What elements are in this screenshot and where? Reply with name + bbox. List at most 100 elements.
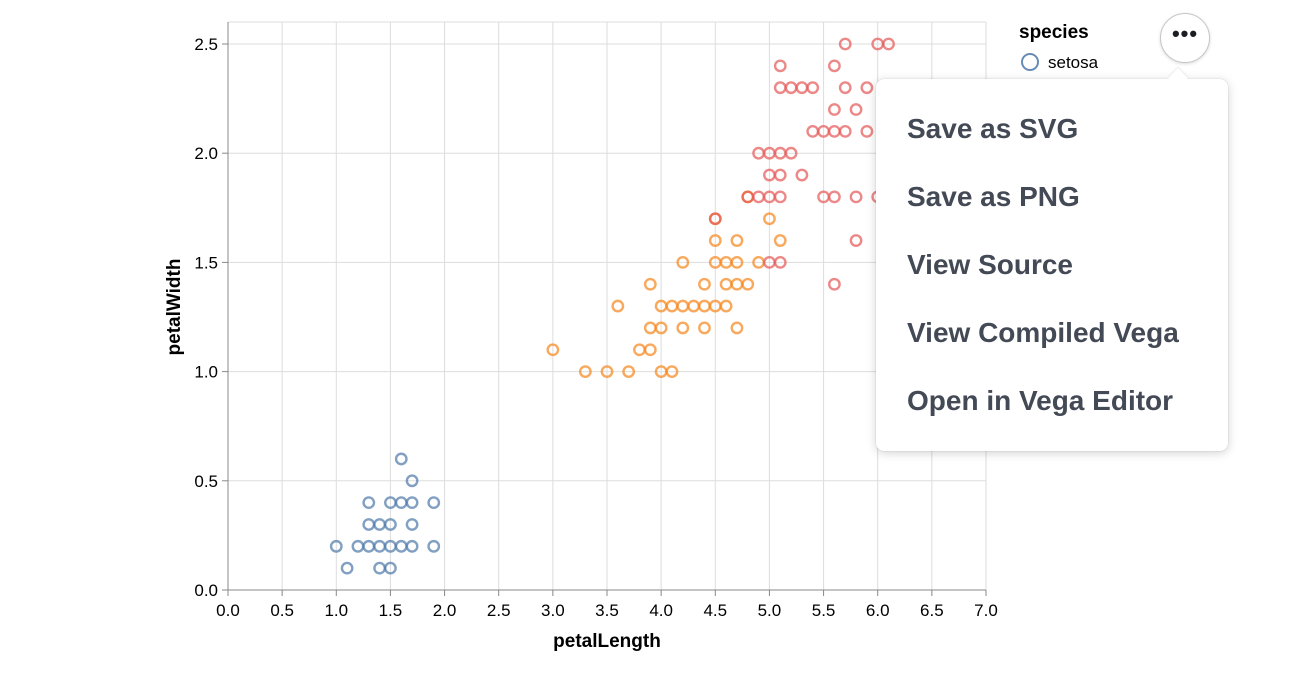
data-point-virginica bbox=[741, 190, 755, 204]
y-tick-label: 0.5 bbox=[194, 472, 218, 491]
data-point-setosa bbox=[351, 539, 365, 553]
data-point-virginica bbox=[838, 124, 852, 138]
x-tick-label: 5.0 bbox=[758, 601, 782, 620]
data-point-virginica bbox=[860, 81, 874, 95]
data-point-versicolor bbox=[741, 277, 755, 291]
data-point-setosa bbox=[405, 518, 419, 531]
y-tick-label: 2.5 bbox=[194, 35, 218, 54]
data-point-versicolor bbox=[773, 234, 787, 247]
data-point-versicolor bbox=[633, 343, 646, 357]
data-point-setosa bbox=[362, 539, 376, 553]
data-point-versicolor bbox=[622, 365, 636, 378]
chart-grid bbox=[227, 21, 987, 591]
data-point-versicolor bbox=[676, 321, 690, 335]
data-point-virginica bbox=[838, 37, 852, 51]
data-point-versicolor bbox=[600, 365, 614, 378]
data-point-virginica bbox=[838, 81, 852, 95]
data-point-versicolor bbox=[698, 321, 711, 335]
data-point-virginica bbox=[806, 124, 820, 138]
data-point-versicolor bbox=[665, 299, 679, 313]
y-tick-label: 1.5 bbox=[194, 253, 218, 272]
data-point-versicolor bbox=[708, 234, 722, 247]
data-point-versicolor bbox=[611, 299, 625, 313]
data-point-setosa bbox=[373, 561, 386, 575]
chart-points bbox=[329, 37, 895, 575]
data-point-virginica bbox=[784, 81, 798, 95]
data-point-setosa bbox=[405, 474, 419, 488]
data-point-versicolor bbox=[643, 343, 657, 357]
actions-menu-button[interactable]: ••• bbox=[1160, 13, 1210, 63]
legend-symbol-setosa bbox=[1021, 53, 1039, 71]
data-point-setosa bbox=[373, 539, 386, 553]
actions-menu: Save as SVG Save as PNG View Source View… bbox=[876, 79, 1228, 451]
x-tick-label: 6.0 bbox=[866, 601, 890, 620]
data-point-versicolor bbox=[698, 277, 711, 291]
data-point-versicolor bbox=[730, 255, 744, 269]
data-point-virginica bbox=[773, 168, 787, 182]
menu-item-view-source[interactable]: View Source bbox=[907, 249, 1074, 280]
data-point-virginica bbox=[773, 59, 787, 73]
x-tick-label: 0.0 bbox=[216, 601, 240, 620]
data-point-virginica bbox=[828, 277, 841, 291]
data-point-virginica bbox=[708, 212, 722, 226]
data-point-setosa bbox=[362, 518, 376, 531]
menu-item-save-svg[interactable]: Save as SVG bbox=[907, 113, 1079, 144]
legend-label-setosa: setosa bbox=[1048, 53, 1099, 72]
x-tick-label: 6.5 bbox=[920, 601, 944, 620]
data-point-versicolor bbox=[546, 343, 560, 357]
x-tick-label: 7.0 bbox=[974, 601, 998, 620]
data-point-virginica bbox=[849, 103, 863, 116]
x-tick-label: 3.5 bbox=[595, 601, 619, 620]
data-point-virginica bbox=[773, 81, 787, 95]
data-point-setosa bbox=[427, 496, 441, 510]
data-point-virginica bbox=[784, 146, 798, 160]
data-point-setosa bbox=[405, 496, 419, 510]
data-point-versicolor bbox=[665, 365, 679, 378]
legend-entries: setosa bbox=[1021, 53, 1099, 72]
data-point-virginica bbox=[828, 59, 841, 73]
x-tick-label: 2.5 bbox=[487, 601, 511, 620]
x-tick-label: 1.5 bbox=[379, 601, 403, 620]
data-point-versicolor bbox=[687, 299, 701, 313]
x-tick-label: 5.5 bbox=[812, 601, 836, 620]
x-tick-label: 1.0 bbox=[324, 601, 348, 620]
data-point-setosa bbox=[405, 539, 419, 553]
data-point-versicolor bbox=[676, 255, 690, 269]
data-point-setosa bbox=[373, 518, 386, 531]
legend-title: species bbox=[1019, 22, 1089, 43]
data-point-virginica bbox=[860, 124, 874, 138]
data-point-virginica bbox=[849, 234, 863, 247]
x-tick-label: 4.5 bbox=[703, 601, 727, 620]
x-axis-title: petalLength bbox=[553, 631, 661, 652]
y-axis-title: petalWidth bbox=[164, 259, 185, 356]
data-point-virginica bbox=[752, 190, 765, 204]
x-tick-label: 2.0 bbox=[433, 601, 457, 620]
data-point-versicolor bbox=[643, 277, 657, 291]
data-point-virginica bbox=[828, 190, 841, 204]
data-point-versicolor bbox=[730, 234, 744, 247]
data-point-setosa bbox=[394, 452, 408, 466]
x-tick-label: 3.0 bbox=[541, 601, 565, 620]
data-point-versicolor bbox=[676, 299, 690, 313]
menu-item-view-compiled-vega[interactable]: View Compiled Vega bbox=[907, 317, 1179, 348]
data-point-versicolor bbox=[654, 321, 668, 335]
data-point-versicolor bbox=[730, 321, 744, 335]
chart-axes: 0.0 0.5 1.0 1.5 2.0 2.5 3.0 3.5 4.0 4.5 5.0 5.5 6.0 6… bbox=[194, 22, 998, 620]
data-point-virginica bbox=[773, 190, 787, 204]
data-point-virginica bbox=[882, 37, 895, 51]
data-point-versicolor bbox=[719, 299, 733, 313]
x-tick-label: 4.0 bbox=[649, 601, 673, 620]
data-point-setosa bbox=[384, 561, 397, 575]
data-point-setosa bbox=[384, 518, 397, 531]
y-tick-label: 0.0 bbox=[194, 581, 218, 600]
x-tick-label: 0.5 bbox=[270, 601, 294, 620]
data-point-virginica bbox=[795, 81, 809, 95]
menu-item-save-png[interactable]: Save as PNG bbox=[907, 181, 1080, 212]
menu-item-open-vega-editor[interactable]: Open in Vega Editor bbox=[907, 385, 1174, 416]
data-point-versicolor bbox=[643, 321, 657, 335]
data-point-virginica bbox=[773, 255, 787, 269]
data-point-setosa bbox=[340, 561, 354, 575]
data-point-setosa bbox=[427, 539, 441, 553]
y-tick-label: 1.0 bbox=[194, 363, 218, 382]
data-point-virginica bbox=[849, 190, 863, 204]
